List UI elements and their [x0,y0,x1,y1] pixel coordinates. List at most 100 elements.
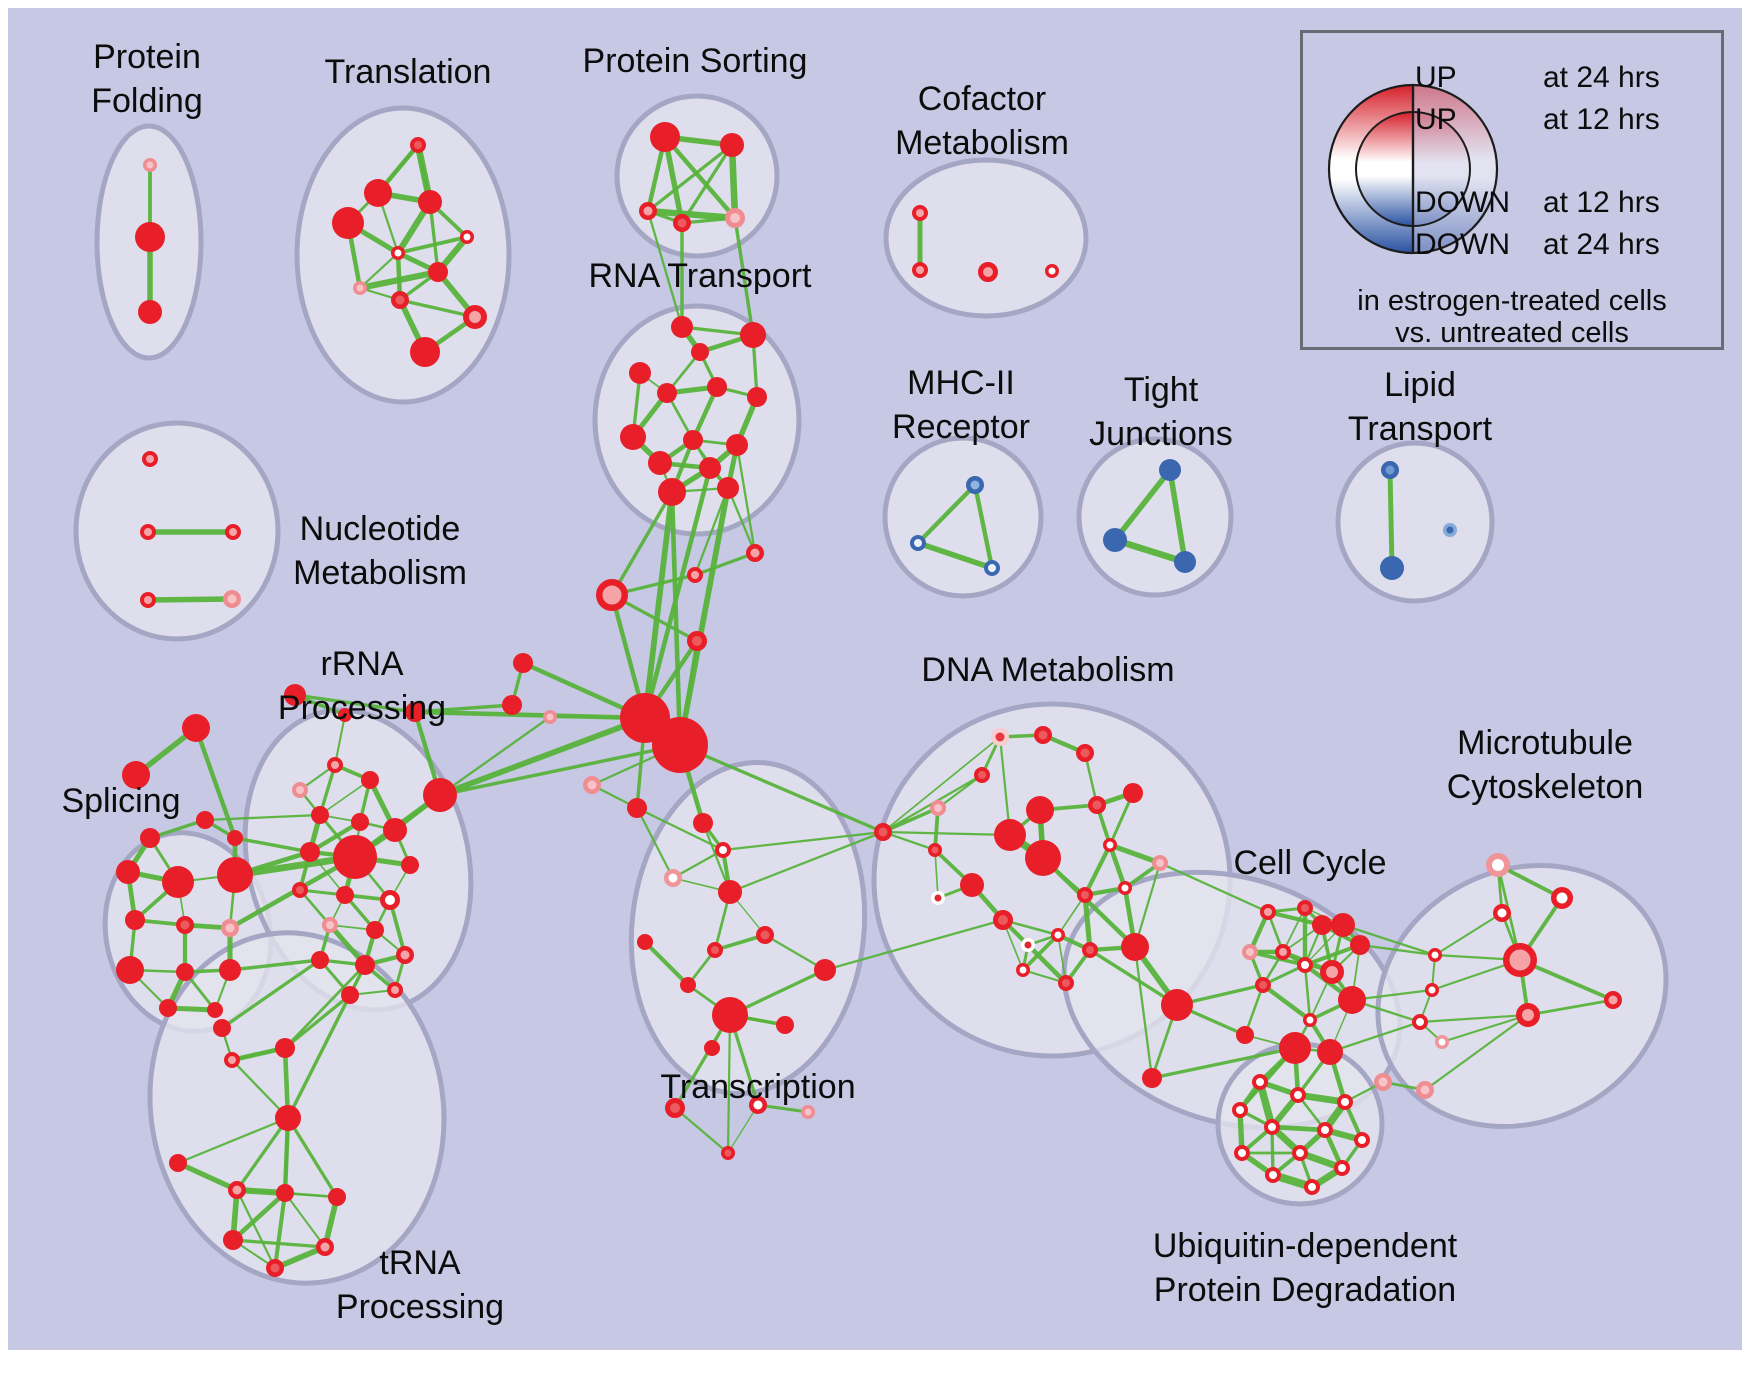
cluster-ellipse-mh [882,435,1044,599]
network-node [687,631,707,651]
network-node [1152,855,1168,871]
network-edge [735,443,757,555]
network-node [1292,1145,1308,1161]
cluster-label-mc: Microtubule [1457,724,1633,762]
network-edge [272,1244,328,1271]
network-node [1142,1068,1162,1088]
network-node [652,717,708,773]
network-edge [1133,861,1162,949]
cluster-ellipse-ts [628,759,868,1097]
network-node [463,305,487,329]
network-edge [882,736,1001,833]
cluster-label-lt: Transport [1348,410,1493,448]
network-node [311,806,329,824]
network-node [275,1105,301,1131]
network-node [292,882,308,898]
network-node [284,684,306,706]
network-node [327,757,343,773]
network-node [1337,1094,1353,1110]
network-node [196,811,214,829]
network-node [665,1098,685,1118]
network-node [1428,948,1442,962]
network-edge [283,963,367,1050]
network-node [1123,783,1143,803]
network-edge [881,830,937,852]
cluster-label-tj: Tight [1124,371,1199,409]
legend-caption-line1: in estrogen-treated cells [1357,285,1667,317]
network-node [1121,933,1149,961]
network-node [1435,1035,1449,1049]
network-node [629,362,651,384]
cluster-label-cm: Cofactor [918,80,1047,118]
network-node [1051,928,1065,942]
network-edge [203,813,322,822]
network-node [228,1181,246,1199]
network-node [162,866,194,898]
network-node [225,524,241,540]
network-edge [176,1116,290,1165]
cluster-label-tr: Translation [325,53,492,91]
cluster-ellipse-lt [1335,440,1495,604]
network-node [364,179,392,207]
cluster-ellipse-rt [592,303,802,537]
cluster-label-pf: Folding [91,82,203,120]
network-node [336,886,354,904]
network-node [380,890,400,910]
network-node [401,856,419,874]
network-edge [677,485,731,748]
network-node [418,190,442,214]
network-node [1380,556,1404,580]
network-node [984,560,1000,576]
network-node [756,926,774,944]
cluster-label-ts: Transcription [660,1068,855,1106]
network-node [116,860,140,884]
network-node [717,477,739,499]
network-node [140,524,156,540]
network-edge [175,1160,240,1193]
network-node [366,921,384,939]
network-node [725,208,745,228]
legend-row: DOWN at 24 hrs [1415,227,1660,263]
network-node [978,262,998,282]
network-edge [1021,933,1060,972]
network-edge [1025,942,1069,986]
network-node [776,1016,794,1034]
cluster-label-mh: Receptor [892,408,1030,446]
network-node [219,959,241,981]
network-node [428,262,448,282]
cluster-label-lt: Lipid [1384,366,1456,404]
cluster-label-dm: DNA Metabolism [921,651,1174,689]
network-node [1320,960,1344,984]
layer-node [116,122,1622,1277]
network-edge [1107,842,1163,866]
network-node [1260,904,1276,920]
network-edge [1057,894,1086,936]
network-node [1317,1039,1343,1065]
network-node [712,997,748,1033]
network-node [1034,726,1052,744]
network-edge [1133,945,1154,1080]
cluster-ellipse-cm [883,157,1089,319]
network-node [749,1096,767,1114]
network-edge [693,486,730,577]
network-node [1264,1119,1280,1135]
network-edge [642,489,675,721]
network-node [176,963,194,981]
cluster-label-nm: Nucleotide [300,510,461,548]
network-node [658,478,686,506]
network-node [1058,975,1074,991]
cluster-label-mc: Cytoskeleton [1447,768,1644,806]
network-node [1242,944,1258,960]
network-node [960,873,984,897]
network-edge [333,713,347,767]
network-node [930,800,946,816]
network-edge [1341,923,1437,957]
network-node [1604,991,1622,1009]
network-node [1118,881,1132,895]
network-node [351,813,369,831]
network-edge [283,993,352,1050]
network-node [140,592,156,608]
network-node [502,695,522,715]
network-node [1232,1102,1248,1118]
